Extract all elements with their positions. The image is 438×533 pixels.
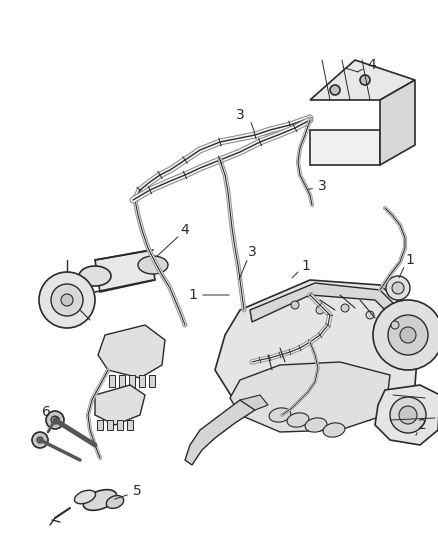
- Polygon shape: [184, 400, 254, 465]
- Polygon shape: [98, 325, 165, 378]
- Circle shape: [61, 294, 73, 306]
- Ellipse shape: [286, 413, 308, 427]
- Circle shape: [359, 75, 369, 85]
- Circle shape: [46, 411, 64, 429]
- Circle shape: [51, 284, 83, 316]
- Ellipse shape: [83, 490, 117, 511]
- Text: 4: 4: [180, 223, 189, 237]
- Text: 5: 5: [132, 484, 141, 498]
- Polygon shape: [309, 130, 379, 165]
- Text: 6: 6: [42, 405, 50, 419]
- Circle shape: [329, 85, 339, 95]
- Circle shape: [290, 301, 298, 309]
- Circle shape: [385, 276, 409, 300]
- Polygon shape: [95, 250, 155, 292]
- Circle shape: [39, 272, 95, 328]
- Bar: [139, 375, 145, 387]
- Polygon shape: [374, 385, 438, 445]
- Circle shape: [398, 406, 416, 424]
- Text: 4: 4: [367, 58, 375, 72]
- Ellipse shape: [74, 490, 95, 504]
- Bar: [129, 375, 135, 387]
- Polygon shape: [95, 385, 145, 425]
- Text: 3: 3: [235, 108, 244, 122]
- Circle shape: [391, 282, 403, 294]
- Text: 3: 3: [247, 245, 256, 259]
- Ellipse shape: [322, 423, 344, 437]
- Circle shape: [390, 321, 398, 329]
- Circle shape: [32, 432, 48, 448]
- Bar: [127, 420, 133, 430]
- Circle shape: [399, 327, 415, 343]
- Ellipse shape: [79, 266, 111, 286]
- Circle shape: [372, 300, 438, 370]
- Polygon shape: [215, 280, 419, 430]
- Text: 3: 3: [317, 179, 325, 193]
- Circle shape: [389, 397, 425, 433]
- Circle shape: [340, 304, 348, 312]
- Bar: [97, 420, 103, 430]
- Bar: [148, 375, 155, 387]
- Text: 2: 2: [417, 418, 425, 432]
- Bar: [119, 375, 125, 387]
- Polygon shape: [230, 362, 389, 432]
- Bar: [117, 420, 123, 430]
- Ellipse shape: [268, 408, 290, 422]
- Circle shape: [387, 315, 427, 355]
- Polygon shape: [379, 80, 414, 165]
- Circle shape: [51, 416, 59, 424]
- Text: 1: 1: [188, 288, 197, 302]
- Text: 1: 1: [405, 253, 413, 267]
- Bar: [109, 375, 115, 387]
- Ellipse shape: [106, 496, 124, 508]
- Ellipse shape: [304, 418, 326, 432]
- Circle shape: [37, 437, 43, 443]
- Circle shape: [315, 306, 323, 314]
- Circle shape: [365, 311, 373, 319]
- Bar: [107, 420, 113, 430]
- Polygon shape: [249, 283, 414, 330]
- Polygon shape: [309, 60, 414, 100]
- Ellipse shape: [138, 256, 168, 274]
- Polygon shape: [240, 395, 267, 410]
- Text: 1: 1: [301, 259, 310, 273]
